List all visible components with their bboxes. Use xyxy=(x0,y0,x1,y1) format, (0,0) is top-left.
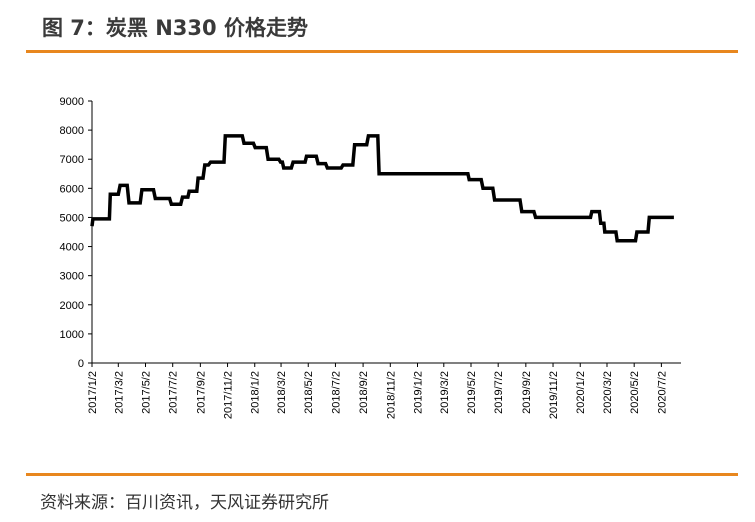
x-tick-label: 2017/7/2 xyxy=(168,371,180,414)
y-tick-label: 8000 xyxy=(60,125,84,137)
figure-title: 图 7：炭黑 N330 价格走势 xyxy=(42,16,308,40)
x-axis: 2017/1/2 2017/3/2 2017/5/2 2017/7/2 2017/9/2… xyxy=(87,362,681,419)
x-tick-label: 2017/11/2 xyxy=(223,371,235,419)
x-tick-label: 2019/5/2 xyxy=(466,371,478,414)
y-tick-label: 1000 xyxy=(60,329,84,341)
x-tick-label: 2019/3/2 xyxy=(439,371,451,414)
y-tick-label: 2000 xyxy=(60,300,84,312)
y-tick-label: 3000 xyxy=(60,271,84,283)
x-tick-label: 2018/11/2 xyxy=(385,371,397,419)
x-tick-label: 2020/3/2 xyxy=(602,371,614,414)
x-tick-label: 2019/7/2 xyxy=(493,371,505,414)
x-tick-label: 2018/3/2 xyxy=(276,371,288,414)
x-tick-label: 2019/1/2 xyxy=(412,371,424,414)
x-tick-label: 2019/9/2 xyxy=(521,371,533,414)
y-tick-label: 0 xyxy=(78,358,84,370)
x-tick-label: 2019/11/2 xyxy=(548,371,560,419)
x-tick-label: 2017/1/2 xyxy=(87,371,99,414)
x-tick-label: 2018/9/2 xyxy=(358,371,370,414)
footer-rule xyxy=(26,473,738,476)
source-note: 资料来源：百川资讯，天风证券研究所 xyxy=(40,493,329,513)
x-tick-label: 2017/3/2 xyxy=(113,371,125,414)
series-line xyxy=(90,134,674,243)
y-tick-label: 5000 xyxy=(60,212,84,224)
x-tick-label: 2018/7/2 xyxy=(330,371,342,414)
y-tick-label: 4000 xyxy=(60,242,84,254)
title-rule xyxy=(26,50,738,53)
x-tick-label: 2017/9/2 xyxy=(195,371,207,414)
x-tick-label: 2018/1/2 xyxy=(250,371,262,414)
x-tick-label: 2020/5/2 xyxy=(629,371,641,414)
y-tick-label: 7000 xyxy=(60,154,84,166)
y-tick-label: 6000 xyxy=(60,183,84,195)
x-tick-label: 2020/1/2 xyxy=(575,371,587,414)
y-tick-label: 9000 xyxy=(60,96,84,108)
y-axis: 0 1000 2000 3000 4000 5000 6000 7000 8000 9000 xyxy=(60,96,93,370)
x-tick-label: 2020/7/2 xyxy=(656,371,668,414)
x-tick-label: 2017/5/2 xyxy=(141,371,153,414)
price-chart: 0 1000 2000 3000 4000 5000 6000 7000 8000 9000 20… xyxy=(60,96,681,419)
x-tick-label: 2018/5/2 xyxy=(303,371,315,414)
